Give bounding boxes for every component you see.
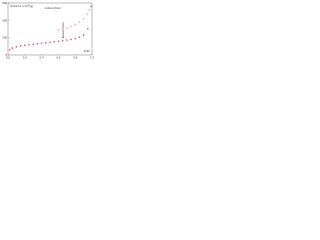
point: [57, 29, 60, 31]
point: [15, 45, 18, 48]
point: [70, 25, 72, 28]
point: [19, 45, 22, 47]
chart: Volume (cm³/g) P/P₀ Adsorption Desorptio…: [2, 1, 94, 60]
point: [61, 28, 64, 30]
point: [61, 39, 64, 42]
x-tick-label: 0.2: [23, 56, 27, 60]
point: [11, 47, 14, 49]
annotation: Desorption: [61, 22, 65, 39]
point: [86, 28, 89, 30]
x-tick-label: 0.6: [56, 56, 60, 60]
plot-frame: [7, 2, 93, 56]
point: [82, 17, 85, 20]
point: [65, 39, 68, 41]
x-tick-label: 1.0: [90, 56, 94, 60]
point: [90, 5, 93, 8]
point: [44, 42, 47, 44]
y-tick-label: 200: [2, 36, 7, 40]
point: [23, 44, 26, 47]
y-tick-label: 0: [6, 53, 8, 57]
point: [78, 21, 81, 23]
annotation: Adsorption: [45, 6, 61, 10]
point: [28, 43, 30, 46]
y-tick-label: 600: [2, 1, 7, 5]
point: [32, 43, 35, 46]
point: [40, 42, 43, 45]
point: [88, 9, 91, 11]
x-tick-label: 0.4: [40, 56, 44, 60]
point: [86, 13, 88, 16]
point: [65, 26, 68, 29]
point: [36, 42, 39, 45]
point: [74, 23, 77, 26]
y-tick-label: 400: [2, 18, 7, 22]
x-tick-label: 0.0: [6, 56, 10, 60]
x-axis-label: P/P₀: [84, 49, 91, 53]
point: [70, 38, 72, 41]
x-tick-label: 0.8: [73, 56, 77, 60]
point: [57, 40, 60, 43]
point: [8, 48, 11, 51]
point: [74, 37, 77, 40]
point: [82, 34, 85, 36]
y-axis-label: Volume (cm³/g): [10, 4, 33, 8]
point: [53, 40, 56, 43]
point: [49, 41, 51, 44]
point: [78, 36, 81, 39]
